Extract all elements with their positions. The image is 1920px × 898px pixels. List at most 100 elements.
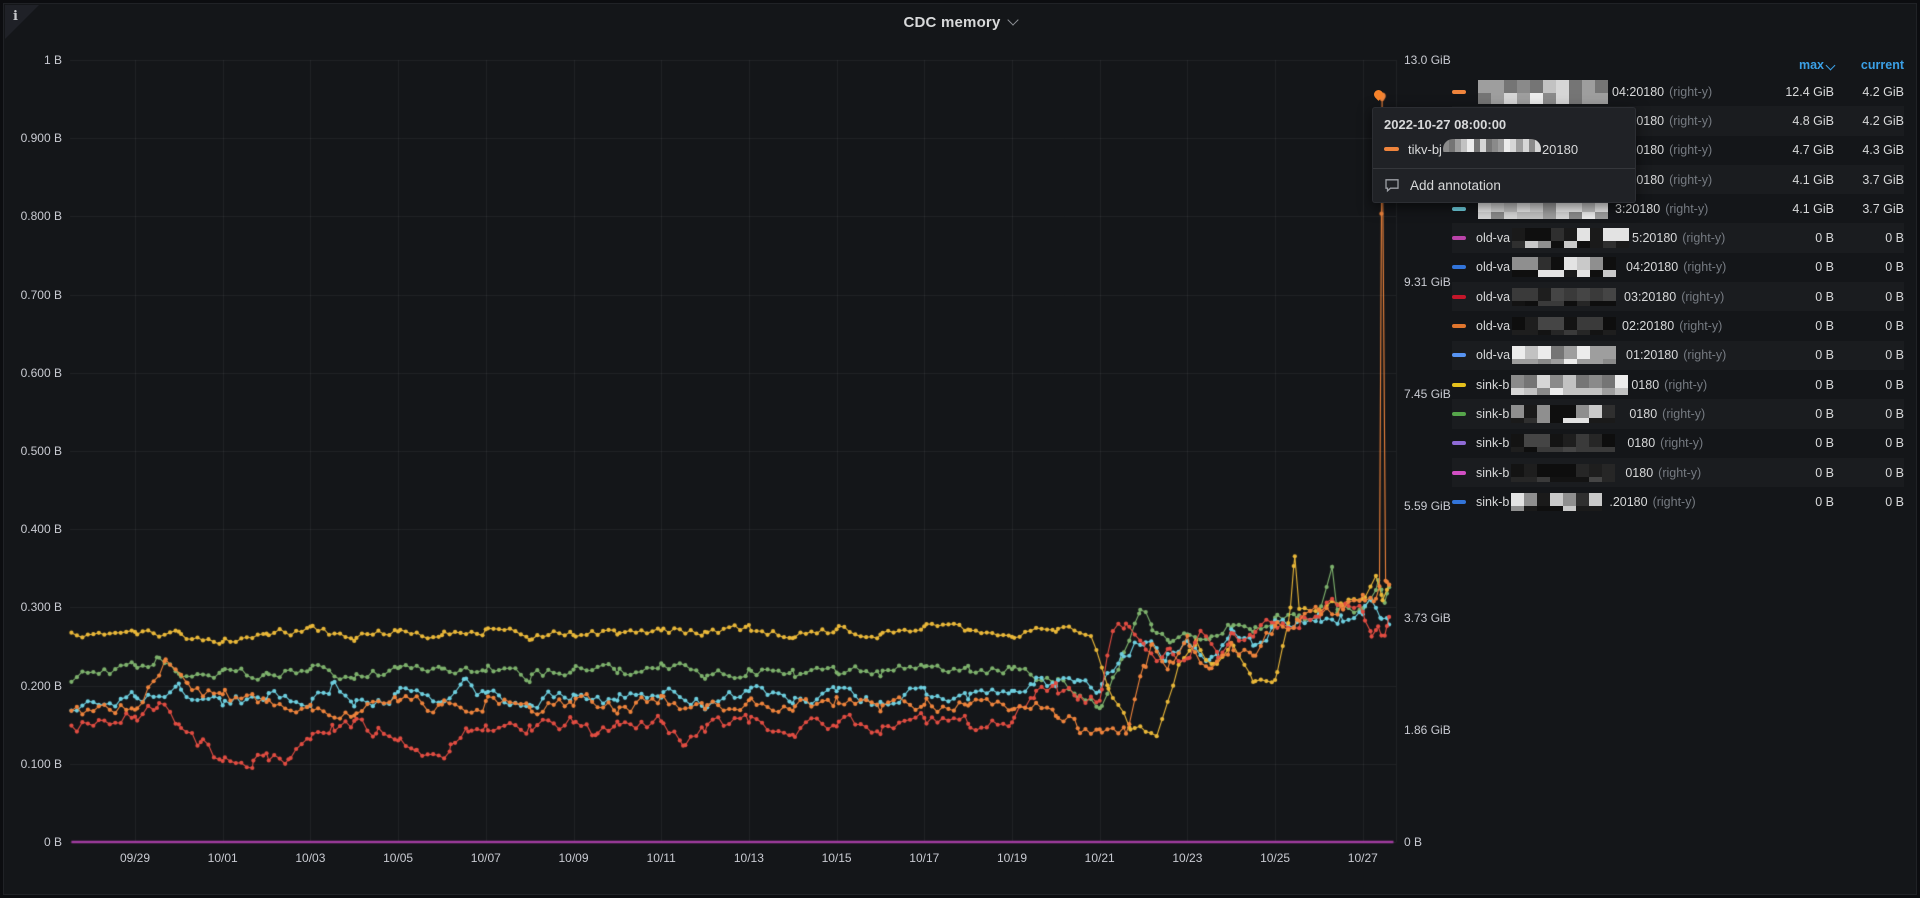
redacted-blur <box>1512 228 1630 249</box>
legend-sort-current[interactable]: current <box>1860 58 1904 72</box>
series-name-suffix: .20180 <box>1609 494 1648 509</box>
legend-row[interactable]: old-va 03:20180 (right-y) 0 B 0 B <box>1452 282 1904 311</box>
redacted-blur <box>1512 346 1624 365</box>
y-right-tick-label: 7.45 GiB <box>1404 386 1451 401</box>
y-right-tick-label: 3.73 GiB <box>1404 610 1451 625</box>
y-left-tick-label: 0.300 B <box>20 600 62 615</box>
x-tick-label: 10/01 <box>207 851 238 865</box>
series-name-suffix: 04:20180 <box>1612 84 1665 99</box>
legend-series-name[interactable]: sink-b 0180 (right-y) <box>1452 434 1754 453</box>
series-name-suffix: 0180 <box>1625 465 1654 480</box>
legend-max-value: 4.7 GiB <box>1792 143 1834 158</box>
right-y-tag: (right-y) <box>1652 494 1696 509</box>
right-y-tag: (right-y) <box>1682 231 1726 246</box>
legend-row[interactable]: sink-b .20180 (right-y) 0 B 0 B <box>1452 487 1904 516</box>
x-tick-label: 10/17 <box>909 851 940 865</box>
right-y-tag: (right-y) <box>1664 377 1708 392</box>
tooltip-series-port: 20180 <box>1541 141 1579 157</box>
tooltip-series-row: tikv-bj 20180 <box>1384 139 1624 159</box>
tooltip-series-swatch <box>1384 147 1399 151</box>
legend-current-value: 0 B <box>1885 319 1904 334</box>
y-right-tick-label: 9.31 GiB <box>1404 274 1451 289</box>
legend-current-value: 0 B <box>1885 406 1904 421</box>
y-right-tick-label: 1.86 GiB <box>1404 723 1451 738</box>
legend-series-name[interactable]: sink-b 0180 (right-y) <box>1452 463 1754 482</box>
legend-series-name[interactable]: 04:20180 (right-y) <box>1452 79 1754 104</box>
add-annotation-button[interactable]: Add annotation <box>1384 177 1624 193</box>
legend-max-value: 0 B <box>1815 319 1834 334</box>
y-left-tick-label: 1 B <box>43 53 62 67</box>
x-tick-label: 10/05 <box>383 851 414 865</box>
legend-max-value: 4.1 GiB <box>1792 172 1834 187</box>
tooltip-series-name: tikv-bj <box>1408 141 1442 157</box>
series-name-suffix: 5:20180 <box>1632 231 1678 246</box>
legend-current-value: 0 B <box>1885 465 1904 480</box>
legend-current-value: 0 B <box>1885 348 1904 363</box>
x-tick-label: 10/09 <box>558 851 589 865</box>
series-color-swatch-icon <box>1452 353 1466 358</box>
series-color-swatch-icon <box>1452 89 1466 94</box>
legend-row[interactable]: old-va 01:20180 (right-y) 0 B 0 B <box>1452 341 1904 370</box>
series-name-prefix: old-va <box>1476 231 1511 246</box>
legend-series-name[interactable]: old-va 03:20180 (right-y) <box>1452 287 1754 306</box>
legend-row[interactable]: sink-b 0180 (right-y) 0 B 0 B <box>1452 429 1904 458</box>
x-tick-label: 10/23 <box>1172 851 1203 865</box>
series-name-prefix: old-va <box>1476 319 1511 334</box>
series-name-suffix: 03:20180 <box>1624 289 1677 304</box>
x-tick-label: 10/27 <box>1347 851 1378 865</box>
redacted-blur <box>1511 492 1607 511</box>
series-color-swatch-icon <box>1452 265 1466 270</box>
series-color-swatch-icon <box>1452 324 1466 329</box>
legend-series-name[interactable]: old-va 5:20180 (right-y) <box>1452 228 1754 249</box>
legend-row[interactable]: old-va 04:20180 (right-y) 0 B 0 B <box>1452 253 1904 282</box>
legend-series-name[interactable]: sink-b .20180 (right-y) <box>1452 492 1754 511</box>
legend-row[interactable]: old-va 02:20180 (right-y) 0 B 0 B <box>1452 311 1904 340</box>
legend-current-value: 4.3 GiB <box>1862 143 1904 158</box>
legend-max-value: 0 B <box>1815 494 1834 509</box>
legend-sort-max[interactable]: max <box>1754 58 1836 72</box>
x-tick-label: 09/29 <box>119 851 151 865</box>
x-tick-label: 10/03 <box>295 851 326 865</box>
x-tick-label: 10/25 <box>1260 851 1291 865</box>
series-name-suffix: 0180 <box>1631 377 1660 392</box>
legend-row[interactable]: sink-b 0180 (right-y) 0 B 0 B <box>1452 370 1904 399</box>
right-y-tag: (right-y) <box>1679 319 1723 334</box>
y-left-tick-label: 0 B <box>43 835 62 849</box>
legend-current-value: 3.7 GiB <box>1862 172 1904 187</box>
series-name-prefix: old-va <box>1476 260 1511 275</box>
legend-max-value: 0 B <box>1815 260 1834 275</box>
legend-series-name[interactable]: old-va 01:20180 (right-y) <box>1452 346 1754 365</box>
legend-series-name[interactable]: sink-b 0180 (right-y) <box>1452 374 1754 395</box>
legend-row[interactable]: old-va 5:20180 (right-y) 0 B 0 B <box>1452 223 1904 252</box>
tooltip-timestamp: 2022-10-27 08:00:00 <box>1384 117 1507 132</box>
legend-series-name[interactable]: old-va 04:20180 (right-y) <box>1452 257 1754 278</box>
redacted-blur <box>1511 463 1623 482</box>
series-name-suffix: 3:20180 <box>1615 201 1661 216</box>
legend-max-value: 4.8 GiB <box>1792 113 1834 128</box>
right-y-tag: (right-y) <box>1669 172 1713 187</box>
x-tick-label: 10/21 <box>1084 851 1115 865</box>
right-y-tag: (right-y) <box>1660 436 1704 451</box>
redacted-blur <box>1511 434 1625 453</box>
redacted-blur <box>1442 139 1541 159</box>
series-color-swatch-icon <box>1452 411 1466 416</box>
series-color-swatch-icon <box>1452 499 1466 504</box>
legend-row[interactable]: sink-b 0180 (right-y) 0 B 0 B <box>1452 399 1904 428</box>
legend-series-name[interactable]: sink-b 0180 (right-y) <box>1452 404 1754 423</box>
legend-row[interactable]: 04:20180 (right-y) 12.4 GiB 4.2 GiB <box>1452 77 1904 106</box>
series-color-swatch-icon <box>1452 294 1466 299</box>
y-right-tick-label: 13.0 GiB <box>1404 53 1451 67</box>
series-color-swatch-icon <box>1452 382 1466 387</box>
y-left-tick-label: 0.800 B <box>20 209 62 224</box>
legend-current-value: 0 B <box>1885 231 1904 246</box>
legend-current-value: 3.7 GiB <box>1862 201 1904 216</box>
redacted-blur <box>1511 374 1629 395</box>
series-name-prefix: sink-b <box>1476 436 1510 451</box>
comment-bubble-icon <box>1385 179 1399 193</box>
legend-max-value: 0 B <box>1815 289 1834 304</box>
right-y-tag: (right-y) <box>1665 201 1709 216</box>
legend-header: max current <box>1452 53 1904 77</box>
legend-series-name[interactable]: old-va 02:20180 (right-y) <box>1452 317 1754 336</box>
legend-row[interactable]: sink-b 0180 (right-y) 0 B 0 B <box>1452 458 1904 487</box>
